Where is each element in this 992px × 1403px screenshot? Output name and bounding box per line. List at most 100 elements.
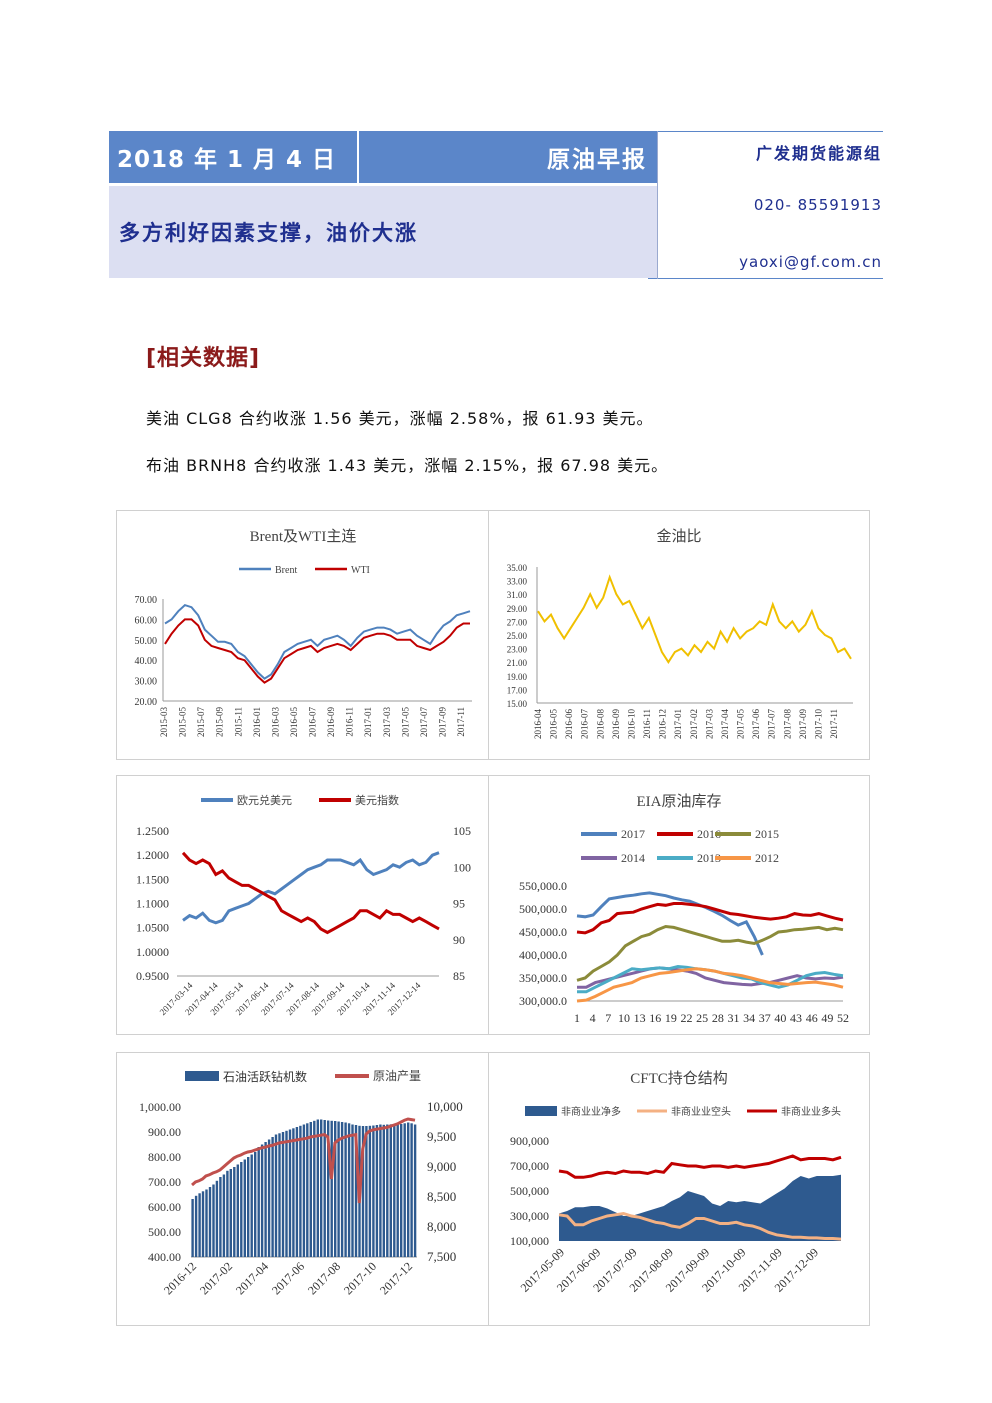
y-tick-label: 70.00 xyxy=(135,595,158,606)
x-tick-label: 2017-03 xyxy=(382,707,392,737)
bar xyxy=(212,1184,215,1257)
series-line-short xyxy=(558,1211,842,1241)
y-tick-label: 1.2000 xyxy=(136,848,169,862)
x-tick-label: 2017-02 xyxy=(689,709,699,739)
x-tick-label: 2017-10 xyxy=(813,709,823,739)
x-tick-label: 2016-03 xyxy=(270,707,280,737)
y-tick-label: 500,000 xyxy=(510,1184,549,1198)
y-tick-label: 40.00 xyxy=(135,656,158,667)
bar xyxy=(299,1125,302,1258)
series-line-2012 xyxy=(576,967,844,1003)
x-tick-label: 2016-04 xyxy=(533,709,543,739)
bar xyxy=(407,1122,410,1257)
bar xyxy=(288,1129,292,1257)
x-tick-label: 2017-04 xyxy=(720,709,730,739)
y-tick-label: 27.00 xyxy=(507,617,528,627)
x-tick-label: 46 xyxy=(806,1011,818,1025)
legend-label: 非商业业多头 xyxy=(781,1105,841,1118)
header-divider-top xyxy=(657,131,883,132)
report-subtitle: 多方利好因素支撑，油价大涨 xyxy=(109,186,657,278)
legend-label: 欧元兑美元 xyxy=(237,793,292,807)
legend-label: 2014 xyxy=(621,851,645,865)
y-tick-label: 100 xyxy=(453,860,471,874)
bar xyxy=(201,1191,205,1258)
report-title: 原油早报 xyxy=(359,131,657,183)
series-line-2015 xyxy=(576,924,844,982)
bar xyxy=(313,1120,316,1258)
bar xyxy=(309,1122,312,1257)
series-line-brent xyxy=(164,603,471,680)
bar xyxy=(260,1144,264,1257)
contact-email[interactable]: yaoxi@gf.com.cn xyxy=(739,253,882,271)
bar xyxy=(327,1120,330,1257)
legend-label: 非商业业净多 xyxy=(561,1105,621,1118)
x-tick-label: 2017-06 xyxy=(269,1259,307,1297)
y-tick-label: 23.00 xyxy=(507,645,528,655)
bar xyxy=(292,1128,295,1258)
series-line-2017 xyxy=(576,891,764,956)
bar xyxy=(354,1125,358,1257)
y-tick-label: 700,000 xyxy=(510,1159,549,1173)
bar xyxy=(379,1124,382,1257)
bar xyxy=(281,1132,285,1257)
x-tick-label: 2016-09 xyxy=(326,707,336,737)
y-tick-label: 1.1500 xyxy=(136,872,169,886)
x-tick-label: 2016-01 xyxy=(252,707,262,737)
paragraph-wti: 美油 CLG8 合约收涨 1.56 美元，涨幅 2.58%，报 61.93 美元… xyxy=(146,409,654,428)
bar xyxy=(323,1120,326,1257)
x-tick-label: 13 xyxy=(634,1011,646,1025)
y-tick-label: 900.00 xyxy=(148,1125,181,1139)
y-tick-label: 50.00 xyxy=(135,636,158,647)
x-tick-label: 7 xyxy=(605,1011,611,1025)
y-tick-label: 60.00 xyxy=(135,615,158,626)
bar xyxy=(396,1124,399,1257)
x-tick-label: 2017-02 xyxy=(197,1259,235,1297)
x-tick-label: 2016-12 xyxy=(658,709,668,739)
y-tick-label: 7,500 xyxy=(427,1249,456,1264)
y-tick-label: 85 xyxy=(453,969,465,983)
series-line-gold-oil-ratio xyxy=(537,574,852,665)
x-tick-label: 2017-01 xyxy=(363,707,373,737)
bar xyxy=(361,1126,365,1257)
x-tick-label: 2017-05 xyxy=(400,707,410,737)
series-line-production xyxy=(191,1117,416,1204)
y-tick-label: 450,000.0 xyxy=(519,925,567,939)
y-tick-label: 0.9500 xyxy=(136,969,169,983)
x-tick-label: 2016-05 xyxy=(289,707,299,737)
section-title: [相关数据] xyxy=(146,346,261,371)
bar xyxy=(410,1123,413,1258)
x-tick-label: 2017-01 xyxy=(673,709,683,739)
x-tick-label: 40 xyxy=(774,1011,786,1025)
bar xyxy=(226,1170,229,1258)
eia-inventory-chart: EIA原油库存 2017 2016 2015 2014 2013 2012 550,000.0… xyxy=(519,793,849,1025)
series-line-wti xyxy=(164,618,470,684)
bar xyxy=(295,1127,299,1257)
bar xyxy=(215,1180,219,1258)
bar xyxy=(222,1174,226,1257)
x-tick-label: 2016-08 xyxy=(595,709,605,739)
y-tick-label: 9,500 xyxy=(427,1129,456,1144)
y-tick-label: 900,000 xyxy=(510,1134,549,1148)
brent-wti-chart: Brent及WTI主连 Brent WTI 70.00 60.00 50.00 40.00 3… xyxy=(135,528,472,737)
x-tick-label: 2017-08 xyxy=(782,709,792,739)
chart-panel-eia: EIA原油库存 2017 2016 2015 2014 2013 2012 550,000.0… xyxy=(488,775,870,1035)
x-tick-label: 2016-09 xyxy=(611,709,621,739)
y-tick-label: 25.00 xyxy=(507,631,528,641)
series-line-eurusd xyxy=(182,851,440,925)
bar xyxy=(219,1177,222,1257)
bar xyxy=(285,1130,288,1258)
y-tick-label: 8,000 xyxy=(427,1219,456,1234)
x-tick-label: 2017-09 xyxy=(798,709,808,739)
x-tick-label: 4 xyxy=(590,1011,596,1025)
chart-title: Brent及WTI主连 xyxy=(250,528,357,545)
bar xyxy=(198,1193,201,1258)
y-tick-label: 1.2500 xyxy=(136,824,169,838)
header-divider-vertical xyxy=(657,131,658,279)
bar xyxy=(347,1123,351,1258)
x-tick-label: 2016-10 xyxy=(626,709,636,739)
bar xyxy=(205,1189,208,1257)
bar xyxy=(191,1199,194,1257)
x-tick-label: 2016-12 xyxy=(161,1259,199,1297)
x-tick-label: 25 xyxy=(696,1011,708,1025)
